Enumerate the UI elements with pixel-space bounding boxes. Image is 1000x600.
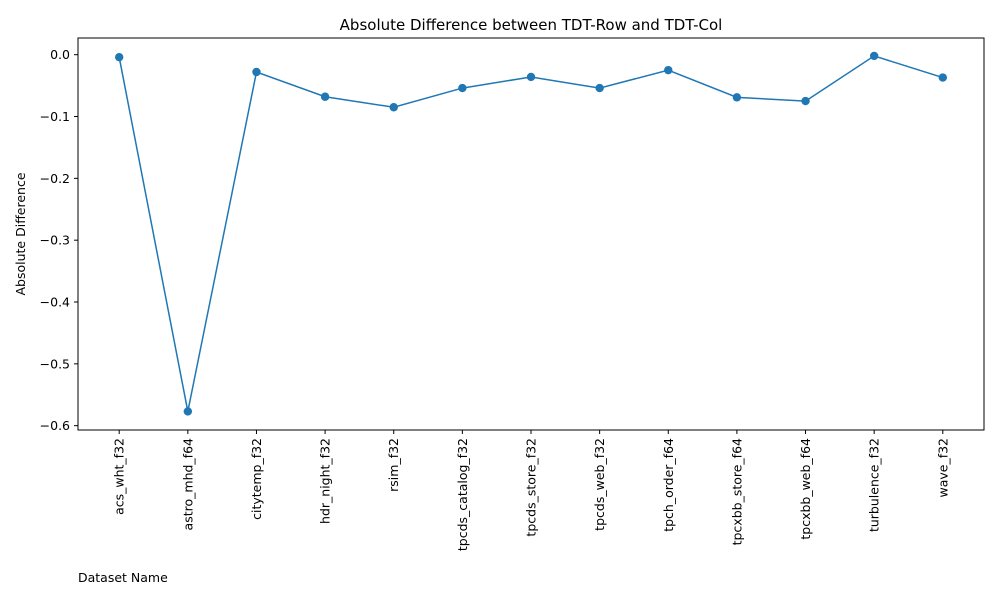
x-axis-label: Dataset Name bbox=[78, 570, 168, 585]
plot-area bbox=[115, 51, 947, 416]
data-point bbox=[801, 96, 810, 106]
y-tick-label: 0.0 bbox=[50, 47, 70, 62]
x-tick-label: turbulence_f32 bbox=[867, 438, 882, 532]
data-point bbox=[115, 52, 124, 62]
data-point bbox=[595, 83, 604, 93]
x-axis: acs_wht_f32 astro_mhd_f64 citytemp_f32 hdr_… bbox=[112, 430, 950, 551]
x-tick-label: acs_wht_f32 bbox=[112, 438, 127, 515]
x-tick-label: tpcxbb_store_f64 bbox=[729, 438, 744, 545]
data-point bbox=[252, 67, 261, 77]
x-tick-label: wave_f32 bbox=[935, 438, 950, 498]
chart-title: Absolute Difference between TDT-Row and … bbox=[340, 16, 723, 34]
x-tick-label: tpcds_store_f32 bbox=[524, 438, 539, 537]
data-point bbox=[389, 103, 398, 112]
x-tick-label: tpcxbb_web_f64 bbox=[798, 438, 813, 540]
y-axis: 0.0 −0.1 −0.2 −0.3 −0.4 −0.5 −0.6 bbox=[40, 47, 78, 433]
y-tick-label: −0.4 bbox=[40, 295, 70, 310]
x-tick-label: tpch_order_f64 bbox=[661, 438, 676, 532]
data-point bbox=[526, 72, 536, 82]
data-point bbox=[869, 51, 879, 61]
x-tick-label: tpcds_web_f32 bbox=[592, 438, 607, 531]
data-point bbox=[938, 73, 947, 82]
series-line bbox=[118, 55, 944, 412]
x-tick-label: hdr_night_f32 bbox=[318, 438, 333, 524]
y-tick-label: −0.5 bbox=[40, 356, 70, 371]
x-tick-label: tpcds_catalog_f32 bbox=[455, 438, 470, 551]
data-point bbox=[732, 93, 742, 102]
x-tick-label: citytemp_f32 bbox=[249, 438, 264, 520]
y-tick-label: −0.6 bbox=[40, 418, 70, 433]
data-point bbox=[320, 92, 330, 101]
data-point bbox=[458, 83, 467, 93]
y-tick-label: −0.3 bbox=[40, 233, 70, 248]
data-point bbox=[183, 407, 193, 416]
axes-frame bbox=[77, 37, 985, 431]
x-tick-label: astro_mhd_f64 bbox=[180, 438, 195, 530]
y-tick-label: −0.2 bbox=[40, 171, 70, 186]
data-point bbox=[664, 65, 673, 75]
y-tick-label: −0.1 bbox=[40, 109, 70, 124]
y-axis-label: Absolute Difference bbox=[13, 172, 28, 295]
x-tick-label: rsim_f32 bbox=[386, 438, 401, 492]
